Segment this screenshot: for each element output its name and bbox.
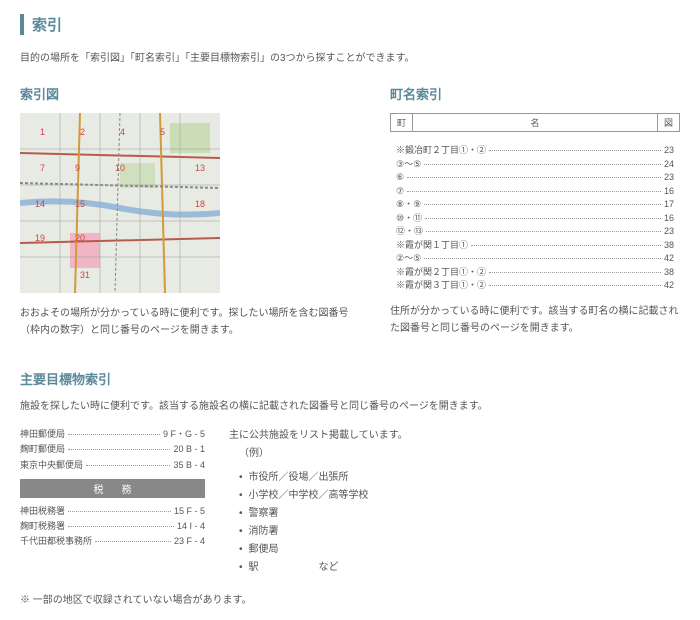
town-page: 38 [664,266,674,280]
example-item: 郵便局 [239,541,680,559]
intro-text: 目的の場所を「索引図」「町名索引」「主要目標物索引」の3つから探すことができます… [20,49,680,64]
svg-text:5: 5 [160,127,165,137]
landmark-name: 麹町郵便局 [20,442,65,457]
town-name: ③～⑤ [396,158,421,172]
svg-text:14: 14 [35,199,45,209]
town-page: 38 [664,239,674,253]
svg-text:19: 19 [35,233,45,243]
town-row: ⑩・⑪ 16 [390,212,680,226]
example-item: 警察署 [239,505,680,523]
town-name: ※霞が関１丁目① [396,239,468,253]
town-page: 42 [664,252,674,266]
town-row: ※霞が関３丁目①・② 42 [390,279,680,293]
example-item: 駅 など [239,559,680,577]
svg-text:4: 4 [120,127,125,137]
landmark-post-list: 神田郵便局 9 F・G - 5 麹町郵便局 20 B - 1 東京中央郵便局 35 B -… [20,427,205,473]
example-item: 市役所／役場／出張所 [239,469,680,487]
landmark-row: 神田郵便局 9 F・G - 5 [20,427,205,442]
landmark-left: 神田郵便局 9 F・G - 5 麹町郵便局 20 B - 1 東京中央郵便局 35 B -… [20,427,205,577]
svg-text:10: 10 [115,163,125,173]
town-row: ⑥ 23 [390,171,680,185]
town-page: 16 [664,185,674,199]
town-name: ②～⑤ [396,252,421,266]
example-item: 消防署 [239,523,680,541]
landmark-name: 神田税務署 [20,504,65,519]
town-row: ⑦ 16 [390,185,680,199]
town-row: ⑫・⑬ 23 [390,225,680,239]
town-name: ⑧・⑨ [396,198,421,212]
town-index-column: 町名索引 町 名 図 ※鍛冶町２丁目①・②23③～⑤24⑥23⑦16⑧・⑨17⑩… [390,84,680,339]
town-name: ⑦ [396,185,404,199]
landmark-name: 千代田都税事務所 [20,534,92,549]
town-page: 23 [664,144,674,158]
landmark-section: 主要目標物索引 施設を探したい時に便利です。該当する施設名の横に記載された図番号… [20,369,680,606]
town-page: 17 [664,198,674,212]
town-row: ※鍛冶町２丁目①・② 23 [390,144,680,158]
landmark-right: 主に公共施設をリスト掲載しています。 （例） 市役所／役場／出張所小学校／中学校… [229,427,680,577]
landmark-name: 東京中央郵便局 [20,458,83,473]
town-name: ⑥ [396,171,404,185]
landmark-title: 主要目標物索引 [20,369,680,388]
th-town: 町 [391,114,413,132]
landmark-note2: （例） [229,445,680,463]
landmark-value: 14 I - 4 [177,519,205,534]
town-name: ※霞が関２丁目①・② [396,266,486,280]
svg-text:20: 20 [75,233,85,243]
landmark-value: 15 F - 5 [174,504,205,519]
footnote: ※ 一部の地区で収録されていない場合があります。 [20,591,680,606]
landmark-value: 9 F・G - 5 [163,427,205,442]
index-map-column: 索引図 1 2 [20,84,360,339]
landmark-row: 麹町郵便局 20 B - 1 [20,442,205,457]
town-page: 42 [664,279,674,293]
th-figure: 図 [657,114,679,132]
town-row: ③～⑤ 24 [390,158,680,172]
svg-text:7: 7 [40,163,45,173]
landmark-note1: 主に公共施設をリスト掲載しています。 [229,427,680,445]
town-index-title: 町名索引 [390,84,680,103]
landmark-value: 35 B - 4 [173,458,205,473]
town-page: 23 [664,171,674,185]
index-map-title: 索引図 [20,84,360,103]
landmark-row: 神田税務署 15 F - 5 [20,504,205,519]
svg-text:18: 18 [195,199,205,209]
map-image: 1 2 4 5 7 9 10 13 14 15 18 19 20 31 [20,113,220,293]
svg-text:9: 9 [75,163,80,173]
town-name: ⑫・⑬ [396,225,423,239]
svg-text:2: 2 [80,127,85,137]
svg-text:1: 1 [40,127,45,137]
landmark-row: 東京中央郵便局 35 B - 4 [20,458,205,473]
landmark-name: 麹町税務署 [20,519,65,534]
town-index-rows: ※鍛冶町２丁目①・②23③～⑤24⑥23⑦16⑧・⑨17⑩・⑪16⑫・⑬23※霞… [390,144,680,293]
landmark-row: 麹町税務署 14 I - 4 [20,519,205,534]
town-name: ※鍛冶町２丁目①・② [396,144,486,158]
landmark-tax-list: 神田税務署 15 F - 5 麹町税務署 14 I - 4 千代田都税事務所 23 F -… [20,504,205,550]
tax-header: 税務 [20,479,205,498]
svg-text:31: 31 [80,270,90,280]
map-svg: 1 2 4 5 7 9 10 13 14 15 18 19 20 31 [20,113,220,293]
landmark-examples: 市役所／役場／出張所小学校／中学校／高等学校警察署消防署郵便局駅 など [229,469,680,577]
landmark-value: 20 B - 1 [173,442,205,457]
svg-text:15: 15 [75,199,85,209]
town-row: ⑧・⑨ 17 [390,198,680,212]
landmark-intro: 施設を探したい時に便利です。該当する施設名の横に記載された図番号と同じ番号のペー… [20,398,680,415]
town-name: ⑩・⑪ [396,212,422,226]
town-index-caption: 住所が分かっている時に便利です。該当する町名の横に記載された図番号と同じ番号のペ… [390,303,680,337]
page-title: 索引 [20,14,680,35]
example-item: 小学校／中学校／高等学校 [239,487,680,505]
index-map-caption: おおよその場所が分かっている時に便利です。探したい場所を含む図番号（枠内の数字）… [20,305,360,339]
town-page: 16 [664,212,674,226]
town-name: ※霞が関３丁目①・② [396,279,486,293]
two-column-layout: 索引図 1 2 [20,84,680,339]
landmark-name: 神田郵便局 [20,427,65,442]
landmark-value: 23 F - 4 [174,534,205,549]
town-page: 23 [664,225,674,239]
landmark-row: 千代田都税事務所 23 F - 4 [20,534,205,549]
town-row: ②～⑤ 42 [390,252,680,266]
svg-text:13: 13 [195,163,205,173]
town-index-header-table: 町 名 図 [390,113,680,132]
town-page: 24 [664,158,674,172]
th-name: 名 [413,114,658,132]
town-row: ※霞が関２丁目①・② 38 [390,266,680,280]
town-row: ※霞が関１丁目① 38 [390,239,680,253]
